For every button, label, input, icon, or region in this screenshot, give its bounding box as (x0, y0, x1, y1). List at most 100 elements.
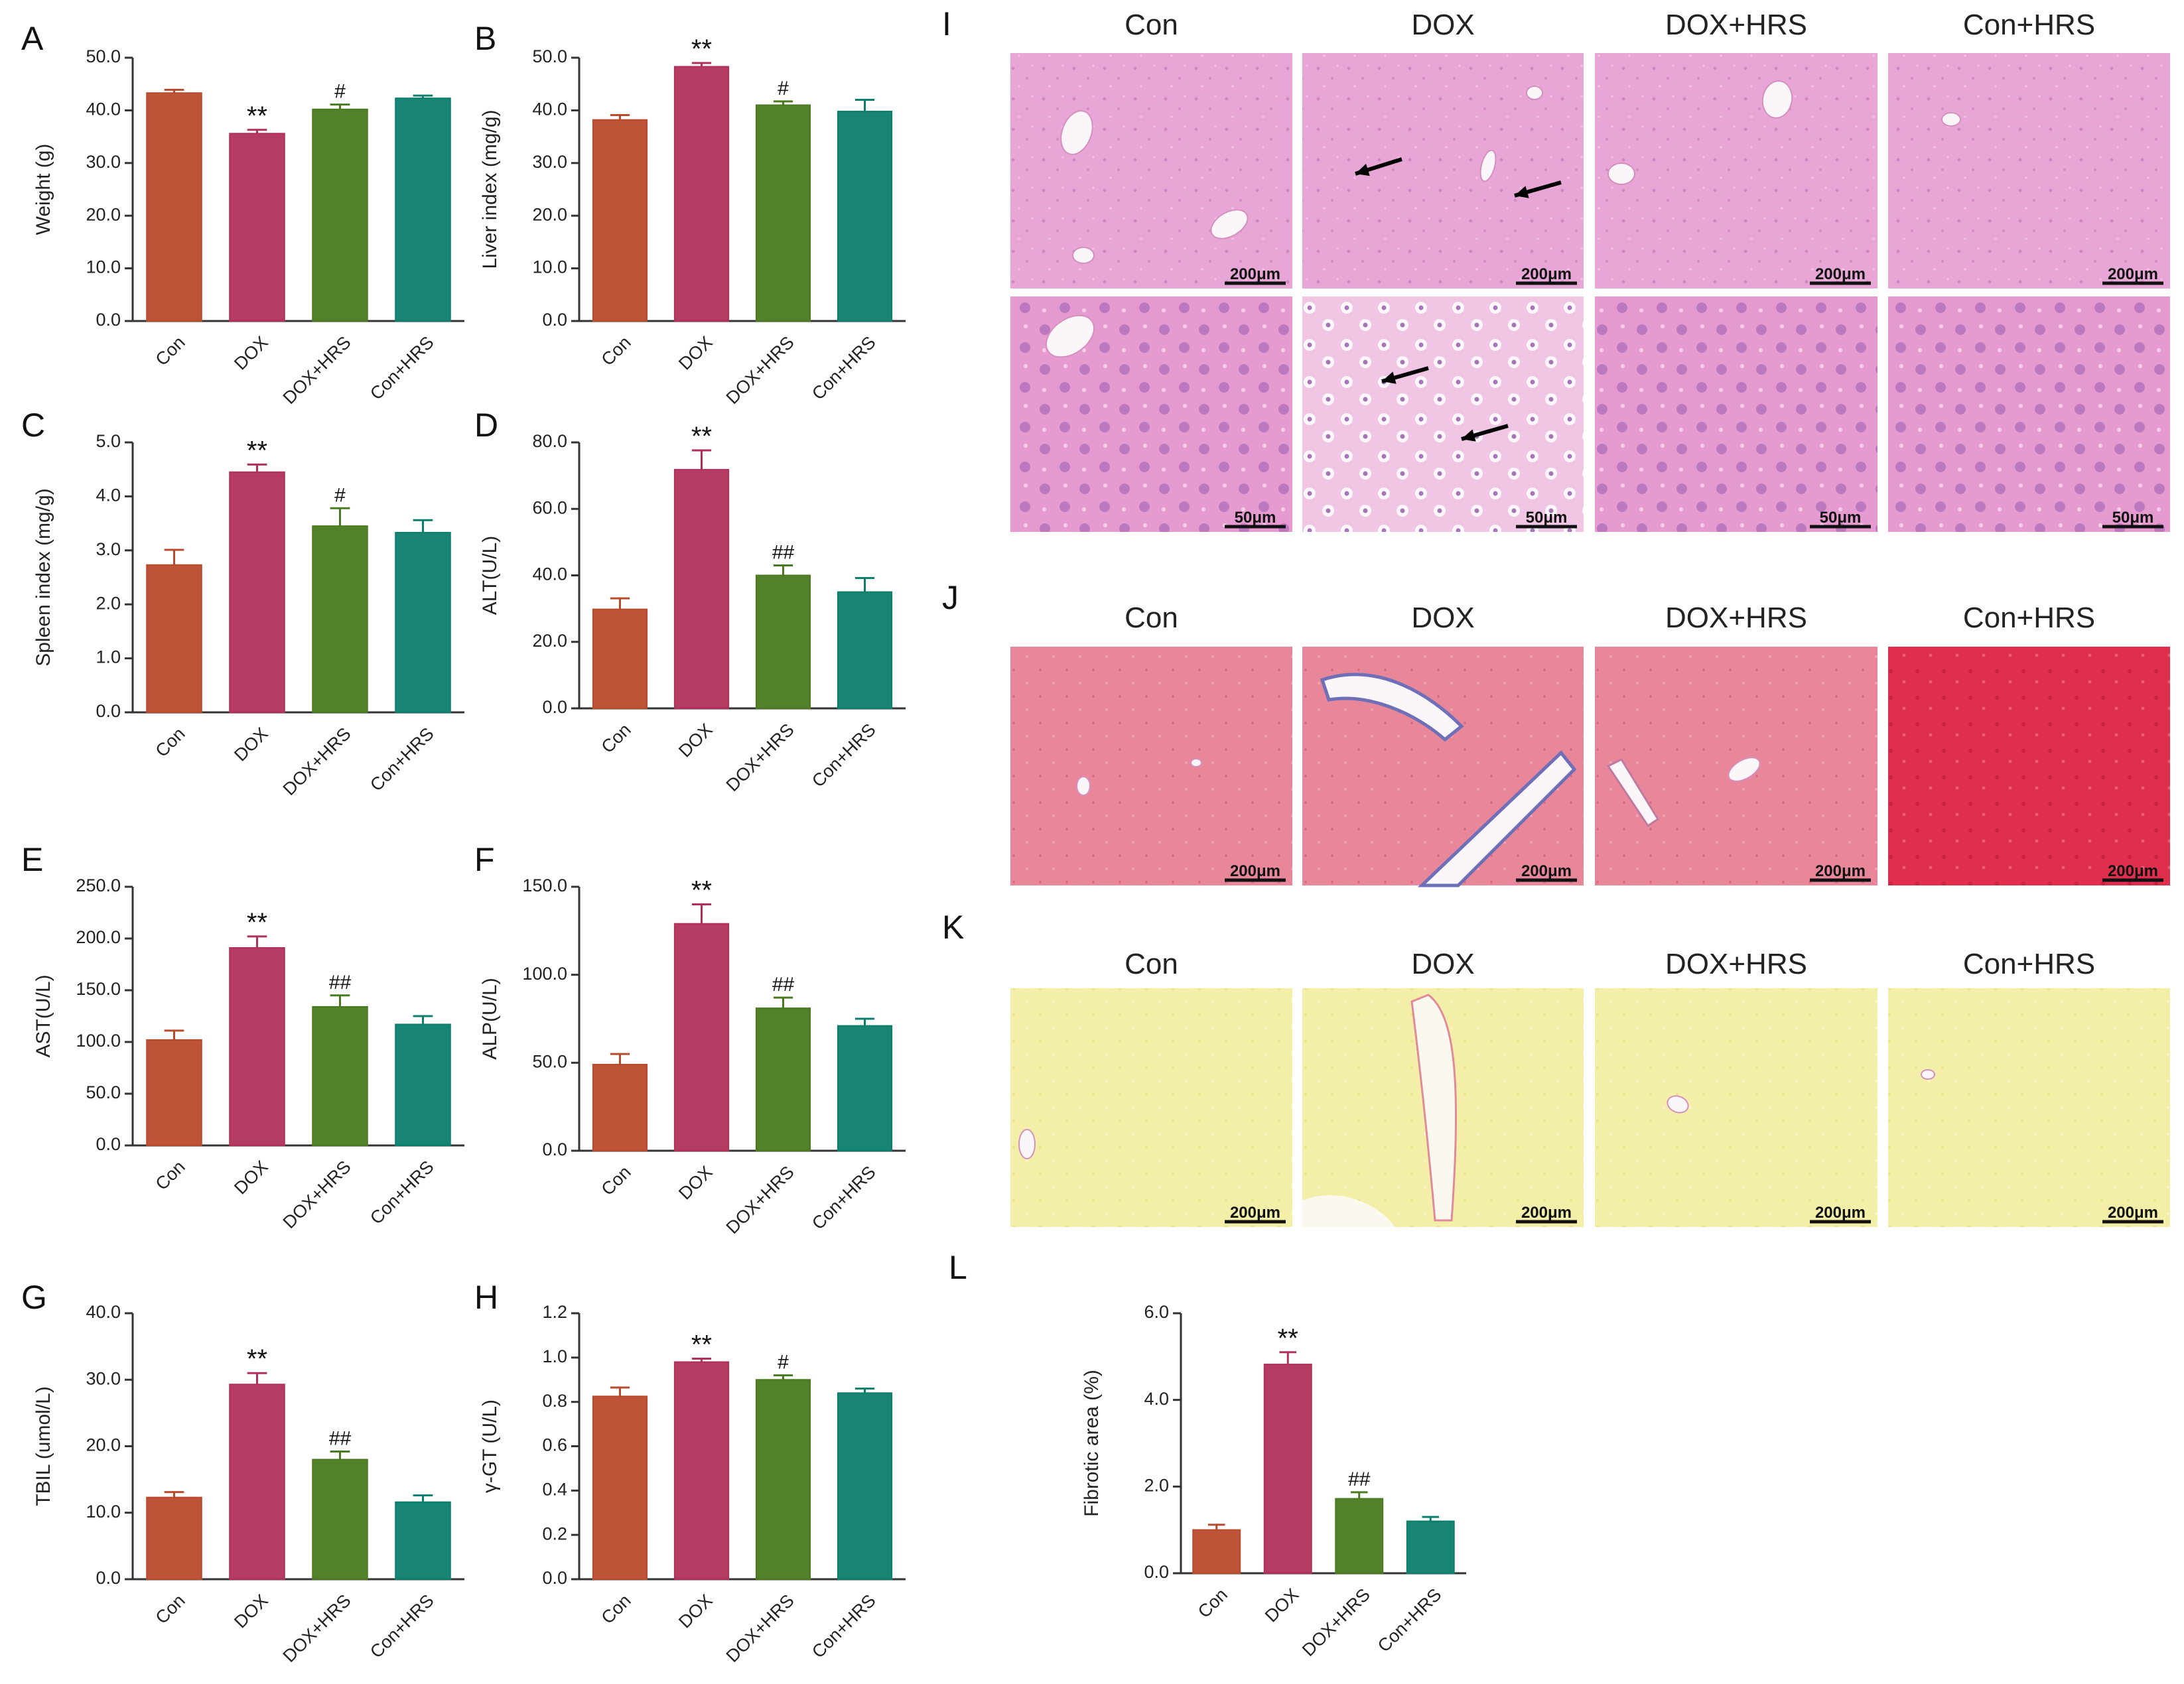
panel-letter: E (21, 841, 43, 878)
y-tick-label: 10.0 (86, 257, 121, 277)
column-header: Con+HRS (1963, 948, 2095, 980)
bar-dox-hrs (312, 1458, 368, 1581)
panel-I: I Con DOX DOX+HRS Con+HRS 200μm 200μm 200μm 200μ… (942, 5, 2170, 532)
chart-C: C 0.0 1.0 2.0 3.0 4.0 5.0 Spleen index (mg/g) Co… (21, 407, 464, 799)
x-tick-label: DOX+HRS (1298, 1585, 1374, 1660)
panel-letter: H (474, 1279, 498, 1316)
bar-con-hrs (837, 110, 893, 322)
he-image-tile (1888, 53, 2170, 289)
y-tick-label: 2.0 (1144, 1475, 1169, 1495)
y-tick-label: 6.0 (1144, 1302, 1169, 1322)
vessel-lumen (1667, 1095, 1689, 1114)
chart-G: G 0.0 10.0 20.0 30.0 40.0 TBIL (umol/L) Con ** DO… (21, 1279, 464, 1666)
significance-mark: # (334, 484, 346, 506)
chart-A: A 0.0 10.0 20.0 30.0 40.0 50.0 Weight (g) Con ** D… (21, 20, 464, 408)
y-tick-label: 0.0 (96, 701, 121, 721)
x-tick-label: DOX+HRS (722, 332, 798, 408)
y-axis-label: Weight (g) (33, 144, 54, 235)
bar-con (146, 1496, 202, 1580)
y-tick-label: 30.0 (86, 152, 121, 172)
x-tick-label: Con (1194, 1585, 1231, 1622)
y-tick-label: 0.8 (542, 1391, 567, 1411)
y-tick-label: 30.0 (532, 152, 567, 172)
vessel-lumen (1410, 994, 1458, 1222)
bar-dox-hrs (312, 525, 368, 713)
x-tick-label: DOX+HRS (722, 1162, 798, 1238)
y-tick-label: 10.0 (86, 1502, 121, 1522)
y-tick-label: 0.6 (542, 1435, 567, 1455)
bar-con-hrs (837, 591, 893, 709)
panel-letter: J (942, 579, 959, 616)
x-tick-label: DOX (230, 724, 272, 765)
panel-J: J Con DOX DOX+HRS Con+HRS 200μm 200μm 200μm 200μ… (942, 579, 2170, 887)
significance-mark: ** (247, 1344, 267, 1374)
bar-con-hrs (395, 1023, 451, 1146)
scale-bar-label: 200μm (2108, 1204, 2158, 1222)
x-tick-label: Con (152, 724, 189, 761)
bar-dox-hrs (312, 1005, 368, 1146)
y-axis-label: ALP(U/L) (479, 978, 501, 1059)
bar-dox (229, 947, 285, 1147)
arrow-head (1355, 163, 1370, 176)
scale-bar-label: 200μm (1815, 265, 1866, 283)
scale-bar-label: 50μm (2112, 509, 2154, 527)
y-tick-label: 2.0 (96, 593, 121, 613)
y-tick-label: 0.4 (542, 1479, 567, 1499)
significance-mark: # (778, 78, 789, 99)
y-tick-label: 5.0 (96, 431, 121, 451)
y-tick-label: 150.0 (76, 979, 121, 999)
panel-letter: G (21, 1279, 47, 1316)
column-header: Con (1125, 9, 1178, 41)
x-tick-label: DOX+HRS (279, 1157, 355, 1232)
x-tick-label: Con (598, 1590, 635, 1628)
vessel-lumen (1921, 1069, 1935, 1080)
y-tick-label: 40.0 (532, 99, 567, 119)
x-tick-label: DOX (230, 1157, 272, 1198)
y-tick-label: 250.0 (76, 875, 121, 895)
y-tick-label: 0.0 (96, 1134, 121, 1154)
bar-con-hrs (395, 1501, 451, 1580)
x-tick-label: DOX (675, 1162, 717, 1204)
x-tick-label: DOX+HRS (722, 1590, 798, 1666)
x-tick-label: Con+HRS (366, 724, 438, 795)
chart-D: D 0.0 20.0 40.0 60.0 80.0 ALT(U/L) Con ** DOX ## DO… (474, 407, 906, 795)
bar-con (592, 608, 648, 709)
y-tick-label: 1.0 (542, 1346, 567, 1366)
bar-con-hrs (395, 531, 451, 713)
significance-mark: ## (329, 972, 352, 994)
y-tick-label: 10.0 (532, 257, 567, 277)
he-image-tile (1888, 296, 2170, 532)
chart-E: E 0.0 50.0 100.0 150.0 200.0 250.0 AST(U/L) Con *… (21, 841, 464, 1232)
y-axis-label: γ-GT (U/L) (479, 1399, 501, 1493)
vessel-lumen (1526, 86, 1543, 100)
chart-H: H 0.0 0.2 0.4 0.6 0.8 1.0 1.2 γ-GT (U/L) Con ** DOX… (474, 1279, 906, 1666)
chart-L: L 0.0 2.0 4.0 6.0 Fibrotic area (%) Con ** DOX ##… (949, 1249, 1466, 1660)
panel-letter: L (949, 1249, 967, 1286)
y-tick-label: 20.0 (86, 204, 121, 224)
y-tick-label: 50.0 (86, 1082, 121, 1102)
significance-mark: ## (772, 974, 795, 996)
vessel-lumen (1606, 758, 1660, 828)
bar-con (146, 1039, 202, 1146)
panel-letter: K (942, 909, 964, 946)
vessel-lumen (1607, 162, 1635, 185)
x-tick-label: DOX (230, 332, 272, 374)
column-header: Con+HRS (1963, 9, 2095, 41)
scale-bar-label: 200μm (1230, 265, 1280, 283)
column-header: DOX (1411, 9, 1474, 41)
x-tick-label: Con (598, 720, 635, 757)
x-tick-label: DOX (675, 332, 717, 374)
y-tick-label: 40.0 (532, 564, 567, 584)
masson-image-tile (1010, 647, 1292, 885)
y-tick-label: 30.0 (86, 1368, 121, 1388)
y-tick-label: 1.0 (96, 647, 121, 667)
bar-con (592, 119, 648, 322)
x-tick-label: DOX (675, 720, 717, 761)
panel-letter: B (474, 20, 496, 57)
y-tick-label: 20.0 (532, 204, 567, 224)
bar-con (1192, 1529, 1241, 1575)
scale-bar-label: 200μm (1230, 1204, 1280, 1222)
y-tick-label: 0.0 (96, 1568, 121, 1588)
y-tick-label: 50.0 (532, 1051, 567, 1071)
scale-bar-label: 200μm (1521, 862, 1572, 880)
